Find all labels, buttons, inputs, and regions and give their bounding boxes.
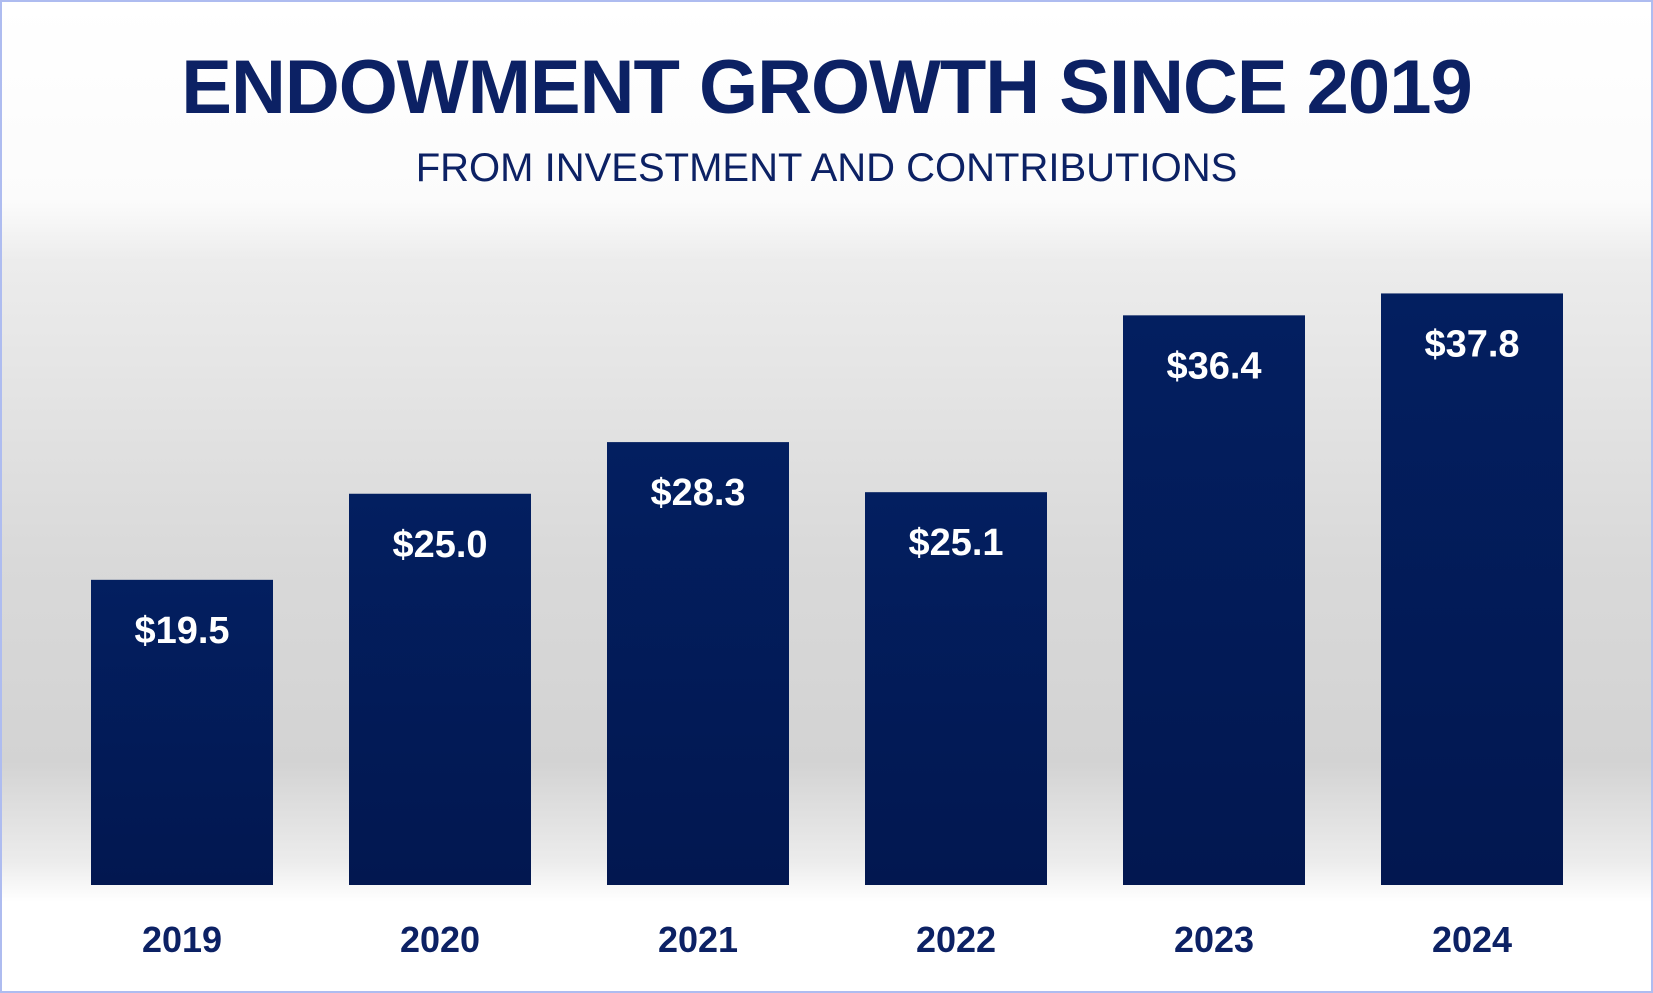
x-tick-label-2023: 2023 — [1174, 919, 1254, 960]
x-tick-label-2019: 2019 — [142, 919, 222, 960]
chart-title: ENDOWMENT GROWTH SINCE 2019 — [181, 45, 1472, 130]
chart-subtitle: FROM INVESTMENT AND CONTRIBUTIONS — [415, 146, 1238, 190]
x-axis-tick-labels: 2019 2020 2021 2022 2023 2024 — [142, 919, 1512, 960]
bar-2019 — [91, 579, 273, 885]
x-tick-label-2021: 2021 — [658, 919, 738, 960]
bar-value-label-2020: $25.0 — [392, 524, 487, 566]
bar-value-label-2024: $37.8 — [1424, 323, 1519, 365]
bars-layer — [91, 293, 1563, 886]
bar-2022 — [865, 492, 1047, 885]
bar-2024 — [1381, 293, 1563, 885]
x-tick-label-2020: 2020 — [400, 919, 480, 960]
x-tick-label-2022: 2022 — [916, 919, 996, 960]
bar-value-label-2019: $19.5 — [134, 610, 229, 652]
bar-2020 — [349, 493, 531, 885]
bar-2021 — [607, 442, 789, 885]
bar-value-label-2021: $28.3 — [650, 472, 745, 514]
bar-2023 — [1123, 315, 1305, 886]
bar-value-label-2022: $25.1 — [908, 522, 1003, 564]
value-labels-layer: $19.5 $25.0 $28.3 $25.1 $36.4 $37.8 — [134, 323, 1519, 651]
x-tick-label-2024: 2024 — [1432, 919, 1512, 960]
bar-value-label-2023: $36.4 — [1166, 345, 1261, 387]
